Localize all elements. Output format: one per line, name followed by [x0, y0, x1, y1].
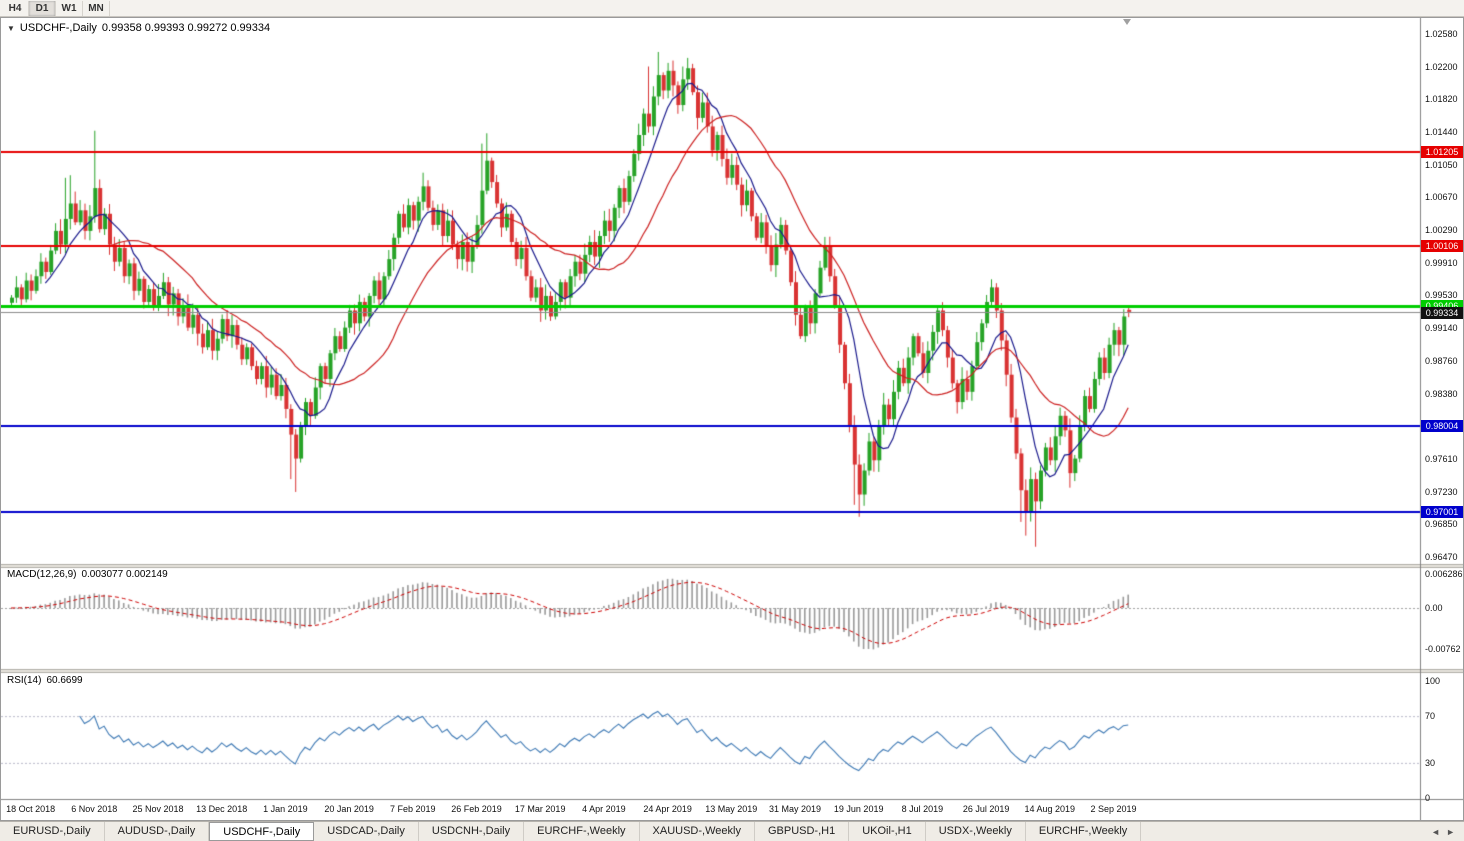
price-axis-label: 0.98760 [1425, 355, 1458, 366]
price-axis-label: 1.00290 [1425, 225, 1458, 236]
date-axis-label: 14 Aug 2019 [1024, 804, 1076, 814]
date-axis-label: 19 Jun 2019 [833, 804, 884, 814]
macd-axis-label: 0.00 [1425, 603, 1443, 613]
price-axis-label: 0.96850 [1425, 519, 1458, 530]
date-axis-label: 4 Apr 2019 [582, 804, 626, 814]
timeframe-h4-button[interactable]: H4 [2, 0, 29, 16]
chart-title: ▼ USDCHF-,Daily 0.99358 0.99393 0.99272 0.… [7, 22, 275, 34]
bid-price-badge: 0.99334 [1421, 307, 1463, 319]
tab-scroll-arrows: ◄ ► [1422, 822, 1464, 841]
date-axis-label: 13 Dec 2018 [196, 804, 248, 814]
chart-window: ▼ USDCHF-,Daily 0.99358 0.99393 0.99272 0.… [0, 17, 1464, 821]
rsi-axis-label: 30 [1425, 757, 1436, 768]
tab-eurusd-daily[interactable]: EURUSD-,Daily [0, 822, 105, 841]
chart-shift-triangle-icon[interactable] [1123, 19, 1131, 25]
price-axis-label: 1.01820 [1425, 94, 1458, 105]
tab-gbpusd-h1[interactable]: GBPUSD-,H1 [755, 822, 850, 841]
tab-ukoil-h1[interactable]: UKOil-,H1 [849, 822, 926, 841]
hline-price-badge: 0.98004 [1421, 420, 1463, 432]
rsi-value: 60.6699 [46, 675, 83, 686]
tab-usdcad-daily[interactable]: USDCAD-,Daily [314, 822, 419, 841]
date-axis-label: 26 Feb 2019 [451, 804, 502, 814]
rsi-axis-label: 0 [1425, 793, 1431, 803]
date-axis-label: 31 May 2019 [768, 804, 822, 814]
hline-price-badge: 1.00106 [1421, 240, 1463, 252]
date-axis-label: 25 Nov 2018 [132, 804, 184, 814]
price-axis-label: 1.02200 [1425, 61, 1458, 72]
date-axis-label: 20 Jan 2019 [324, 804, 374, 814]
price-axis-label: 0.96470 [1425, 552, 1458, 563]
rsi-axis-label: 100 [1425, 676, 1441, 686]
macd-indicator-label: MACD(12,26,9) 0.003077 0.002149 [7, 569, 173, 580]
chart-canvas[interactable] [1, 18, 1463, 820]
date-axis-label: 18 Oct 2018 [6, 804, 56, 814]
rsi-axis-label: 70 [1425, 711, 1436, 722]
date-axis-label: 24 Apr 2019 [643, 804, 692, 814]
chart-symbol-label: USDCHF-,Daily [19, 22, 97, 34]
macd-name: MACD(12,26,9) [7, 569, 77, 580]
date-axis-label: 1 Jan 2019 [263, 804, 308, 814]
date-axis-label: 26 Jul 2019 [962, 804, 1010, 814]
tab-usdchf-daily[interactable]: USDCHF-,Daily [209, 822, 315, 841]
rsi-indicator-label: RSI(14) 60.6699 [7, 675, 88, 686]
date-axis-label: 2 Sep 2019 [1090, 804, 1137, 814]
date-axis-label: 6 Nov 2018 [71, 804, 118, 814]
price-axis-label: 0.99140 [1425, 323, 1458, 334]
date-axis-label: 7 Feb 2019 [390, 804, 436, 814]
tab-usdcnh-daily[interactable]: USDCNH-,Daily [419, 822, 525, 841]
date-axis-label: 8 Jul 2019 [901, 804, 944, 814]
price-axis-label: 1.02580 [1425, 29, 1458, 39]
tab-usdx-weekly[interactable]: USDX-,Weekly [926, 822, 1026, 841]
macd-axis-label: -0.00762 [1425, 644, 1461, 655]
timeframe-d1-button[interactable]: D1 [29, 0, 56, 16]
date-axis-label: 17 Mar 2019 [514, 804, 566, 814]
macd-values: 0.003077 0.002149 [81, 569, 168, 580]
tab-eurchf-weekly[interactable]: EURCHF-,Weekly [524, 822, 640, 841]
price-axis-label: 0.99910 [1425, 257, 1458, 268]
price-axis-label: 1.01050 [1425, 159, 1458, 170]
price-axis-label: 0.98380 [1425, 388, 1458, 399]
date-axis-label: 13 May 2019 [705, 804, 758, 814]
tabs-scroll-right-button[interactable]: ► [1446, 826, 1455, 837]
tab-audusd-daily[interactable]: AUDUSD-,Daily [105, 822, 210, 841]
chart-tabs: EURUSD-,Daily AUDUSD-,Daily USDCHF-,Daily U… [0, 822, 1422, 841]
timeframe-toolbar: H4 D1 W1 MN [0, 0, 1464, 17]
macd-axis-label: 0.006286 [1425, 569, 1463, 580]
hline-price-badge: 1.01205 [1421, 146, 1463, 158]
timeframe-mn-button[interactable]: MN [83, 0, 110, 16]
tab-eurchf-weekly[interactable]: EURCHF-,Weekly [1026, 822, 1142, 841]
hline-price-badge: 0.97001 [1421, 506, 1463, 518]
collapse-arrow-icon[interactable]: ▼ [7, 24, 15, 33]
timeframe-w1-button[interactable]: W1 [56, 0, 83, 16]
price-axis-label: 1.00670 [1425, 192, 1458, 203]
chart-tab-bar: EURUSD-,Daily AUDUSD-,Daily USDCHF-,Daily U… [0, 821, 1464, 841]
rsi-name: RSI(14) [7, 675, 42, 686]
tab-xauusd-weekly[interactable]: XAUUSD-,Weekly [640, 822, 755, 841]
chart-ohlc-values: 0.99358 0.99393 0.99272 0.99334 [101, 22, 271, 34]
price-axis-label: 0.97230 [1425, 486, 1458, 497]
tabs-scroll-left-button[interactable]: ◄ [1431, 826, 1441, 837]
price-axis-label: 0.97610 [1425, 454, 1458, 465]
price-axis-label: 1.01440 [1425, 126, 1458, 137]
price-axis-label: 0.99530 [1425, 290, 1458, 301]
